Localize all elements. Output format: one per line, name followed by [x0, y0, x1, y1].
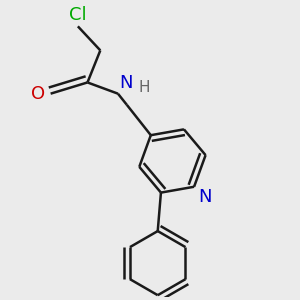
Text: H: H [139, 80, 150, 95]
Text: N: N [119, 74, 133, 92]
Text: O: O [31, 85, 45, 103]
Text: N: N [198, 188, 211, 206]
Text: Cl: Cl [69, 6, 87, 24]
